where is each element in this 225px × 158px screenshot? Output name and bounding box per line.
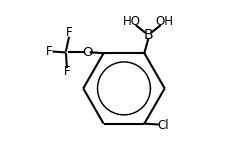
Text: HO: HO <box>122 15 140 28</box>
Text: B: B <box>143 28 152 42</box>
Text: Cl: Cl <box>156 119 168 132</box>
Text: O: O <box>82 46 93 59</box>
Text: OH: OH <box>155 15 173 28</box>
Text: F: F <box>63 65 70 78</box>
Text: F: F <box>65 26 72 39</box>
Text: F: F <box>45 45 52 58</box>
